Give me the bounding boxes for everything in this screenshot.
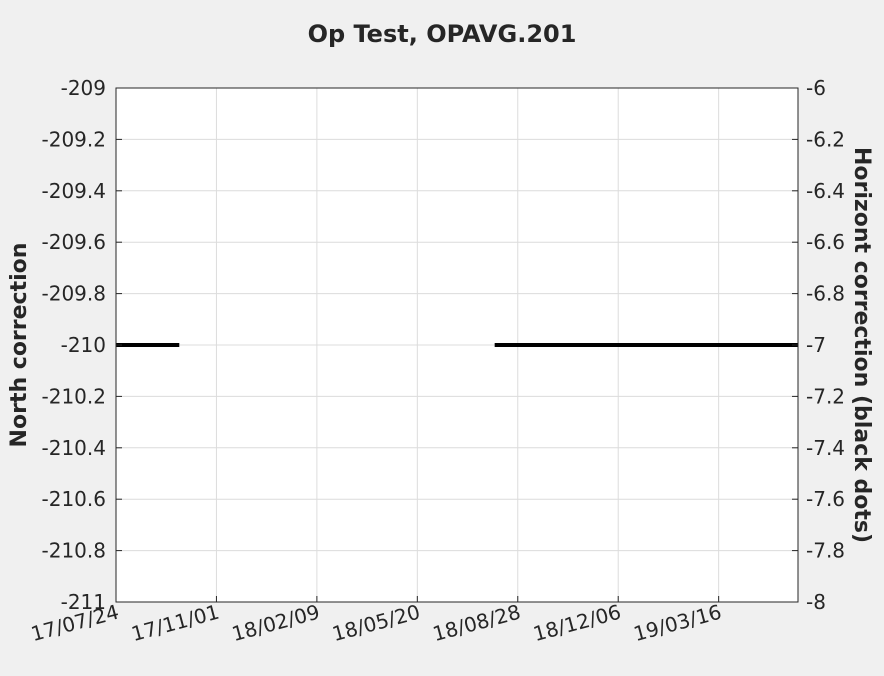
y2-axis-label: Horizont correction (black dots) <box>849 147 874 543</box>
y2-tick-label: -6.6 <box>806 230 845 254</box>
y2-tick-label: -7 <box>806 333 826 357</box>
y2-tick-label: -6.4 <box>806 179 845 203</box>
y-tick-label: -209.2 <box>42 127 106 151</box>
y-tick-label: -209.4 <box>42 179 106 203</box>
y-tick-label: -210.6 <box>42 487 106 511</box>
y-tick-label: -209.6 <box>42 230 106 254</box>
y2-tick-label: -7.2 <box>806 384 845 408</box>
chart-title: Op Test, OPAVG.201 <box>308 20 577 48</box>
y2-tick-label: -8 <box>806 590 826 614</box>
y2-tick-label: -6.2 <box>806 127 845 151</box>
y2-tick-label: -7.6 <box>806 487 845 511</box>
x-tick-label: 17/11/01 <box>129 600 222 646</box>
y-tick-label: -211 <box>61 590 106 614</box>
y-tick-label: -210.4 <box>42 436 106 460</box>
x-tick-label: 18/02/09 <box>229 600 322 646</box>
y-axis-label: North correction <box>7 243 32 448</box>
y2-tick-label: -6 <box>806 76 826 100</box>
y-tick-label: -210.8 <box>42 539 106 563</box>
y2-tick-label: -7.8 <box>806 539 845 563</box>
y2-tick-label: -6.8 <box>806 282 845 306</box>
y-tick-label: -209 <box>61 76 106 100</box>
y-tick-label: -209.8 <box>42 282 106 306</box>
x-tick-label: 18/08/28 <box>430 600 523 646</box>
y-tick-label: -210 <box>61 333 106 357</box>
y2-tick-label: -7.4 <box>806 436 845 460</box>
x-tick-label: 18/12/06 <box>531 600 624 646</box>
x-tick-label: 18/05/20 <box>330 600 423 646</box>
y-tick-label: -210.2 <box>42 384 106 408</box>
x-tick-label: 19/03/16 <box>631 600 724 646</box>
